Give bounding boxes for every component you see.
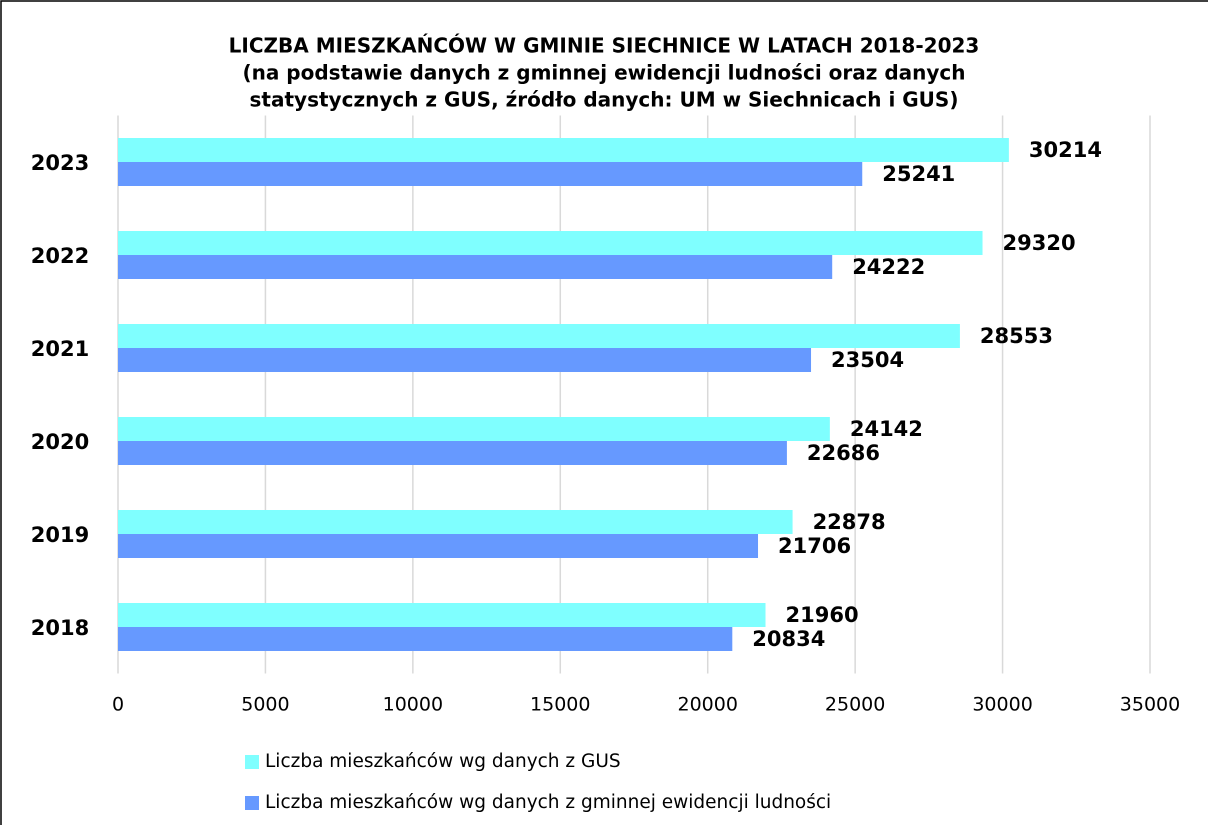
bar <box>118 255 833 279</box>
bar <box>118 603 766 627</box>
bar <box>118 510 793 534</box>
data-label: 24222 <box>852 255 925 279</box>
x-tick-label: 35000 <box>1120 694 1180 716</box>
data-label: 21706 <box>778 534 851 558</box>
data-label: 24142 <box>850 417 923 441</box>
legend-label: Liczba mieszkańców wg danych z gminnej e… <box>265 792 831 813</box>
bar <box>118 162 863 186</box>
data-label: 22686 <box>807 441 880 465</box>
bar <box>118 441 787 465</box>
legend-swatch <box>245 755 259 769</box>
bar <box>118 324 960 348</box>
y-tick-label: 2021 <box>31 337 89 361</box>
bar <box>118 348 812 372</box>
data-label: 28553 <box>980 324 1053 348</box>
x-tick-label: 10000 <box>383 694 443 716</box>
data-label: 20834 <box>752 627 825 651</box>
data-label: 30214 <box>1029 138 1102 162</box>
x-tick-label: 25000 <box>825 694 885 716</box>
y-tick-label: 2023 <box>31 151 89 175</box>
legend-swatch <box>245 796 259 810</box>
data-label: 25241 <box>882 162 955 186</box>
x-tick-label: 30000 <box>972 694 1032 716</box>
bar <box>118 417 830 441</box>
x-tick-label: 5000 <box>241 694 289 716</box>
y-tick-label: 2019 <box>31 523 89 547</box>
data-label: 22878 <box>813 510 886 534</box>
x-tick-label: 20000 <box>677 694 737 716</box>
bar <box>118 627 733 651</box>
chart-title: LICZBA MIESZKAŃCÓW W GMINIE SIECHNICE W … <box>229 34 980 58</box>
y-tick-label: 2022 <box>31 244 89 268</box>
data-label: 21960 <box>786 603 859 627</box>
y-tick-label: 2018 <box>31 616 89 640</box>
y-tick-label: 2020 <box>31 430 89 454</box>
chart-title: statystycznych z GUS, źródło danych: UM … <box>250 88 959 112</box>
x-tick-label: 15000 <box>530 694 590 716</box>
bar <box>118 231 983 255</box>
data-label: 23504 <box>831 348 904 372</box>
bar <box>118 138 1009 162</box>
chart-title: (na podstawie danych z gminnej ewidencji… <box>242 61 965 85</box>
legend-label: Liczba mieszkańców wg danych z GUS <box>265 751 621 772</box>
x-tick-label: 0 <box>112 694 124 716</box>
data-label: 29320 <box>1003 231 1076 255</box>
bar <box>118 534 759 558</box>
